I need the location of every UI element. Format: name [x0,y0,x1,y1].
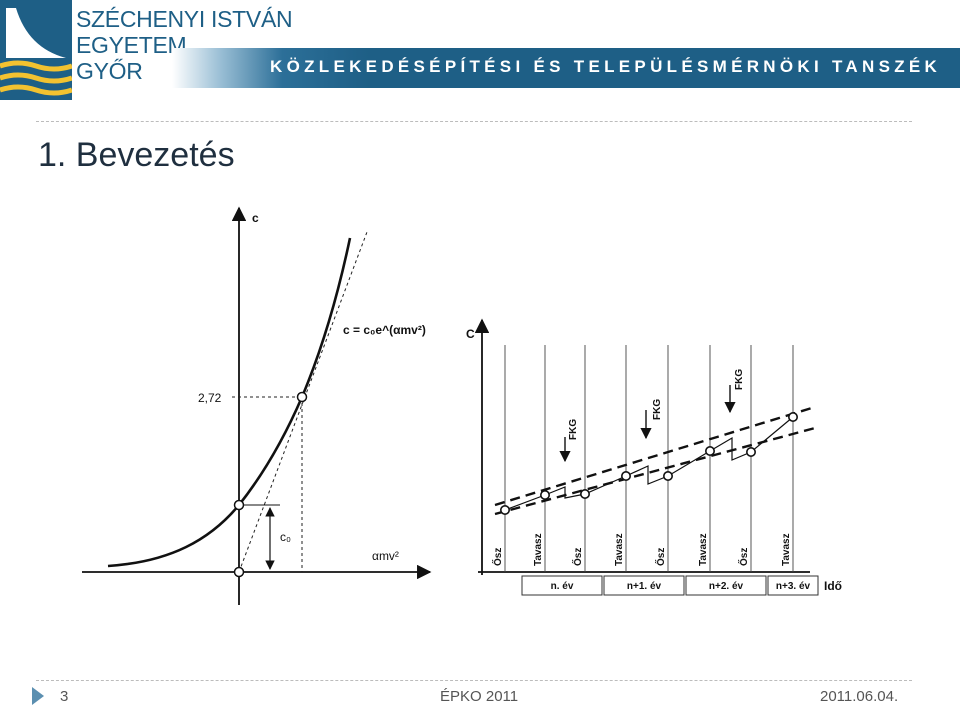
right-diagram: C Idő [466,318,842,596]
point [620,470,631,481]
season-label: Tavasz [781,533,792,566]
department-name: KÖZLEKEDÉSÉPÍTÉSI ÉS TELEPÜLÉSMÉRNÖKI TA… [270,57,942,76]
season-gridlines [504,345,794,572]
trend-line-lower [494,426,816,516]
point [499,504,510,515]
department-bar [172,48,960,88]
year-label: n. év [551,581,574,592]
year-label: n+2. év [709,581,744,592]
measurement-points [499,411,798,515]
bridge-logo-icon [0,0,73,100]
university-name: SZÉCHENYI ISTVÁN EGYETEM GYŐR [76,6,293,84]
drop-markers [564,440,733,497]
header-divider [36,121,912,122]
university-name-line: SZÉCHENYI ISTVÁN [76,6,293,32]
fkg-label: FKG [652,399,663,420]
point-272 [296,391,308,403]
formula-label: c = c₀e^(αmv²) [343,323,426,337]
left-x-label: αmv² [372,549,399,563]
point [745,446,756,457]
fkg-label: FKG [734,369,745,390]
season-label: Tavasz [698,533,709,566]
slide-title: 1. Bevezetés [38,136,235,174]
right-y-label: C [466,327,475,341]
point [539,489,550,500]
event-name: ÉPKO 2011 [440,688,519,705]
value-272-label: 2,72 [198,391,222,405]
season-label: Ősz [737,548,750,566]
page-number: 3 [60,688,69,705]
left-diagram: c αmv² 2,72 c₀ c = c₀e^(αmv²) [82,206,432,605]
slide-date: 2011.06.04. [820,688,899,705]
year-label: n+3. év [776,581,811,592]
point [704,445,715,456]
play-arrow-icon [32,687,44,705]
point [662,470,673,481]
point [787,411,798,422]
season-label: Ősz [571,548,584,566]
point-c0 [233,499,245,511]
point [579,488,590,499]
university-name-line: EGYETEM [76,32,187,58]
season-label: Tavasz [533,533,544,566]
slide-header: SZÉCHENYI ISTVÁN EGYETEM GYŐR KÖZLEKEDÉS… [0,0,960,100]
university-name-line: GYŐR [76,58,143,84]
footer-divider [36,680,912,681]
exponential-curve [107,237,352,568]
season-label: Tavasz [614,533,625,566]
year-label: n+1. év [627,581,662,592]
fkg-label: FKG [568,419,579,440]
year-boxes [521,575,819,596]
point-origin [233,566,245,578]
season-label: Ősz [491,548,504,566]
trend-line-upper [494,405,816,507]
right-x-label: Idő [824,579,842,593]
c0-label: c₀ [280,530,291,544]
season-label: Ősz [654,548,667,566]
left-y-label: c [252,211,259,225]
